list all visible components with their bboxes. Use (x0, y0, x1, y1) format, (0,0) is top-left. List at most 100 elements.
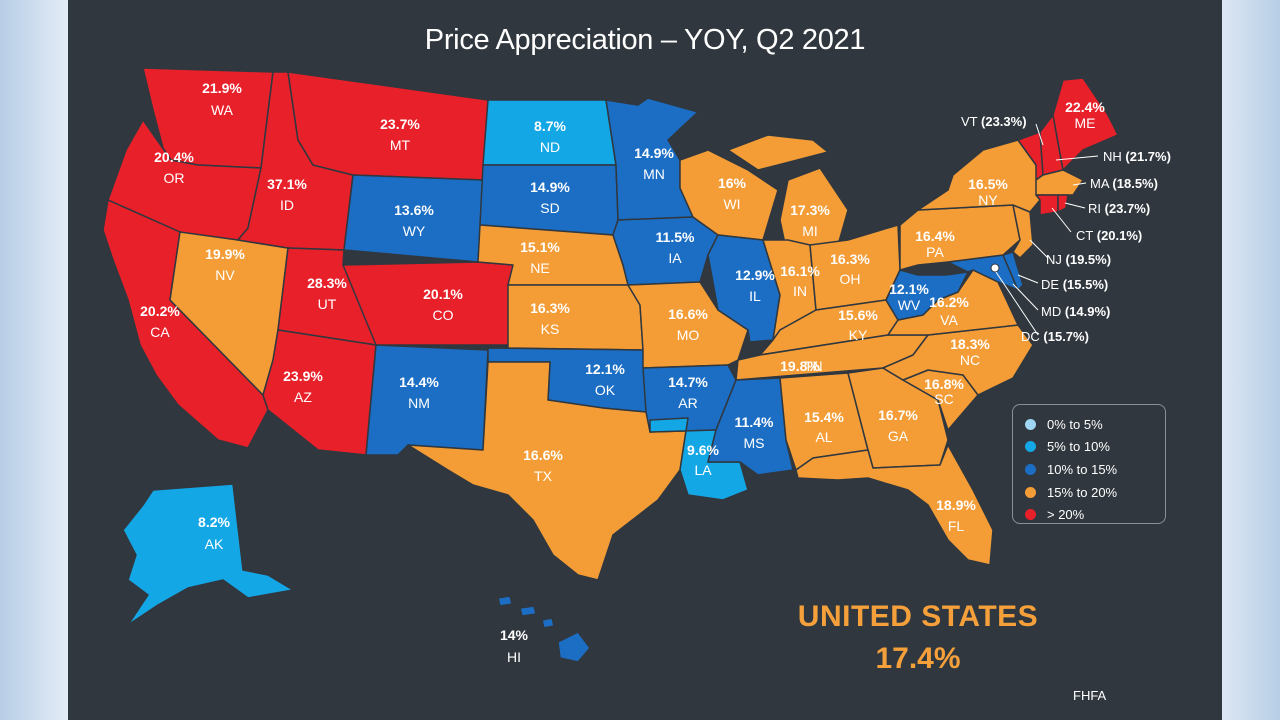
state-de (1002, 251, 1024, 291)
callout-line-nh (1055, 155, 1099, 161)
label-ok-value: 12.1% (585, 361, 625, 377)
label-nm-value: 14.4% (399, 374, 439, 390)
callout-ri: RI (23.7%) (1088, 201, 1150, 216)
label-ks-abbr: KS (541, 321, 560, 337)
label-wv-abbr: WV (898, 297, 921, 313)
label-nm-abbr: NM (408, 395, 430, 411)
label-nv-value: 19.9% (205, 246, 245, 262)
callout-line-de (1017, 274, 1039, 284)
national-label: UNITED STATES (797, 600, 1039, 633)
label-il-abbr: IL (749, 288, 761, 304)
label-nd-value: 8.7% (534, 118, 566, 134)
legend-label: > 20% (1047, 507, 1085, 523)
label-or-value: 20.4% (154, 149, 194, 165)
label-nc-value: 18.3% (950, 336, 990, 352)
label-ny-abbr: NY (978, 192, 998, 208)
label-in-value: 16.1% (780, 263, 820, 279)
label-fl-value: 18.9% (936, 497, 976, 513)
label-ut-abbr: UT (318, 296, 337, 312)
callout-de: DE (15.5%) (1041, 277, 1108, 292)
label-mn-abbr: MN (643, 166, 665, 182)
label-va-value: 16.2% (929, 294, 969, 310)
label-mt-value: 23.7% (380, 116, 420, 132)
label-wy-value: 13.6% (394, 202, 434, 218)
label-mn-value: 14.9% (634, 145, 674, 161)
label-sc-abbr: SC (934, 391, 953, 407)
label-ne-abbr: NE (530, 260, 549, 276)
us-map: 21.9% WA 20.4% OR 20.2% CA 37.1% ID 19.9… (102, 67, 1171, 665)
label-hi-value: 14% (500, 627, 529, 643)
state-ct (1035, 194, 1059, 216)
label-ak-abbr: AK (205, 536, 224, 552)
label-mi-value: 17.3% (790, 202, 830, 218)
label-wi-value: 16% (718, 175, 747, 191)
state-az (262, 329, 377, 456)
label-tn-value: 19.8% (780, 358, 820, 374)
label-co-abbr: CO (433, 307, 454, 323)
label-ca-value: 20.2% (140, 303, 180, 319)
label-mt-abbr: MT (390, 137, 411, 153)
state-hi-islands (497, 595, 555, 629)
label-nv-abbr: NV (215, 267, 235, 283)
state-ak (122, 483, 294, 626)
callout-nj: NJ (19.5%) (1046, 252, 1111, 267)
state-mo (627, 281, 749, 369)
legend-item: 0% to 5% (1025, 413, 1165, 436)
label-ms-value: 11.4% (735, 414, 774, 430)
label-fl-abbr: FL (948, 518, 965, 534)
state-ia (612, 216, 719, 286)
state-nc (882, 324, 1034, 396)
callout-line-ct (1051, 207, 1072, 233)
label-az-abbr: AZ (294, 389, 312, 405)
callout-ct: CT (20.1%) (1076, 228, 1142, 243)
label-az-value: 23.9% (283, 368, 323, 384)
label-sd-abbr: SD (540, 200, 559, 216)
label-ne-value: 15.1% (520, 239, 560, 255)
label-wi-abbr: WI (723, 196, 740, 212)
label-al-abbr: AL (815, 429, 832, 445)
label-va-abbr: VA (940, 312, 958, 328)
label-ut-value: 28.3% (307, 275, 347, 291)
label-ky-abbr: KY (849, 327, 868, 343)
label-wv-value: 12.1% (889, 281, 929, 297)
label-me-abbr: ME (1075, 115, 1096, 131)
label-pa-value: 16.4% (915, 228, 955, 244)
label-in-abbr: IN (793, 283, 807, 299)
label-wa-value: 21.9% (202, 80, 242, 96)
legend-swatch (1025, 441, 1036, 453)
label-oh-value: 16.3% (830, 251, 870, 267)
callout-vt: VT (23.3%) (961, 114, 1027, 129)
label-ia-value: 11.5% (656, 229, 695, 245)
legend-label: 0% to 5% (1047, 416, 1103, 432)
label-ar-abbr: AR (678, 395, 697, 411)
label-hi-abbr: HI (507, 649, 521, 665)
label-mo-abbr: MO (677, 327, 700, 343)
state-me (1052, 77, 1119, 171)
legend-swatch (1025, 509, 1036, 521)
label-tx-value: 16.6% (523, 447, 563, 463)
label-tn-abbr: TN (804, 358, 823, 374)
label-wa-abbr: WA (211, 102, 234, 118)
label-ga-abbr: GA (888, 428, 909, 444)
label-mo-value: 16.6% (668, 306, 708, 322)
legend-item: 5% to 10% (1025, 436, 1165, 459)
state-ks (507, 284, 644, 351)
callout-md: MD (14.9%) (1041, 304, 1110, 319)
label-mi-abbr: MI (802, 223, 818, 239)
state-wy (343, 174, 484, 263)
label-ca-abbr: CA (150, 324, 170, 340)
state-tx (407, 361, 689, 581)
label-il-value: 12.9% (735, 267, 775, 283)
label-al-value: 15.4% (804, 409, 844, 425)
label-nc-abbr: NC (960, 352, 980, 368)
label-or-abbr: OR (164, 170, 185, 186)
legend-item: > 20% (1025, 503, 1165, 526)
legend-item: 15% to 20% (1025, 481, 1165, 504)
state-ri (1057, 194, 1069, 213)
callout-line-md (1012, 283, 1039, 311)
label-id-value: 37.1% (267, 176, 307, 192)
label-tx-abbr: TX (534, 468, 553, 484)
dc-marker (990, 263, 1000, 273)
label-ks-value: 16.3% (530, 300, 570, 316)
national-value: 17.4% (875, 642, 961, 675)
